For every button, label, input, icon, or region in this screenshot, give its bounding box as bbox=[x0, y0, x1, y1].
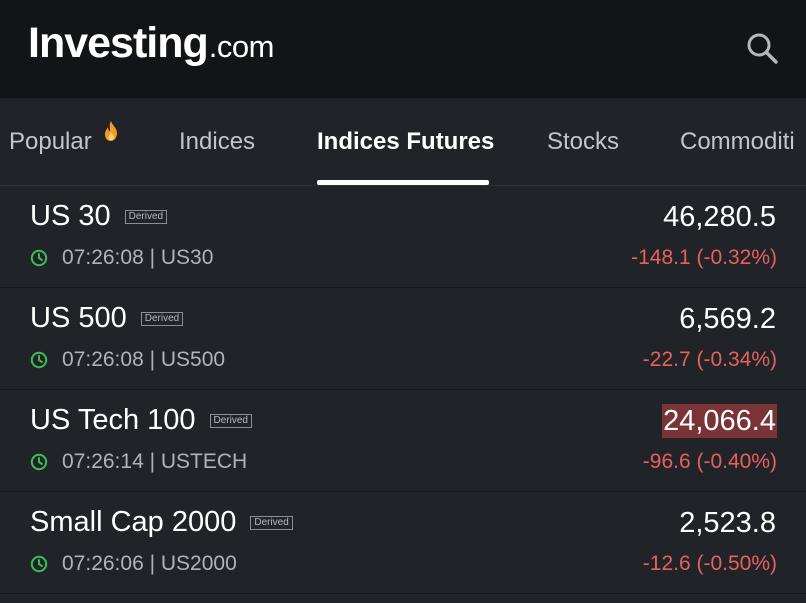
instrument-time-symbol: 07:26:06 | US2000 bbox=[62, 552, 237, 575]
instrument-row-us2000[interactable]: Small Cap 2000 Derived 07:26:06 | US2000… bbox=[0, 492, 806, 594]
derived-badge: Derived bbox=[140, 311, 184, 326]
clock-icon bbox=[30, 249, 48, 267]
logo-wordmark: Investing bbox=[28, 19, 209, 67]
tab-popular[interactable]: Popular bbox=[9, 128, 92, 155]
instrument-name: US Tech 100 bbox=[30, 404, 196, 436]
tab-indices[interactable]: Indices bbox=[179, 128, 256, 155]
category-tabs: Popular Indices Indices Futures Stocks C… bbox=[0, 98, 806, 186]
tab-stocks[interactable]: Stocks bbox=[547, 128, 620, 155]
instrument-row-us30[interactable]: US 30 Derived 07:26:08 | US30 46,280.5 -… bbox=[0, 186, 806, 288]
clock-icon bbox=[30, 453, 48, 471]
search-icon[interactable] bbox=[742, 28, 782, 68]
derived-badge: Derived bbox=[209, 413, 252, 428]
instrument-name: US 500 bbox=[30, 302, 127, 334]
investing-logo[interactable]: Investing .com bbox=[28, 22, 274, 65]
instrument-price: 24,066.4 bbox=[662, 404, 777, 438]
clock-icon bbox=[30, 555, 48, 573]
fire-icon bbox=[105, 121, 117, 141]
instrument-change: -96.6 (-0.40%) bbox=[642, 450, 777, 473]
derived-badge: Derived bbox=[124, 209, 168, 224]
tab-commodities[interactable]: Commoditi bbox=[680, 128, 795, 155]
instrument-time-symbol: 07:26:08 | US30 bbox=[62, 246, 214, 269]
active-tab-indicator bbox=[317, 180, 489, 185]
instrument-time-symbol: 07:26:08 | US500 bbox=[62, 348, 226, 371]
logo-domain: .com bbox=[208, 29, 275, 64]
instrument-row-us500[interactable]: US 500 Derived 07:26:08 | US500 6,569.2 … bbox=[0, 288, 806, 390]
instrument-price: 2,523.8 bbox=[679, 507, 776, 539]
instrument-name: US 30 bbox=[30, 200, 111, 232]
instrument-name: Small Cap 2000 bbox=[30, 506, 237, 538]
tab-indices-futures[interactable]: Indices Futures bbox=[317, 128, 495, 155]
derived-badge: Derived bbox=[250, 515, 293, 530]
instrument-change: -22.7 (-0.34%) bbox=[642, 348, 777, 371]
clock-icon bbox=[30, 351, 48, 369]
top-bar: Investing .com bbox=[0, 0, 806, 98]
instrument-change: -148.1 (-0.32%) bbox=[631, 246, 777, 269]
instrument-row-ustech[interactable]: US Tech 100 Derived 07:26:14 | USTECH 24… bbox=[0, 390, 806, 492]
instrument-price: 6,569.2 bbox=[679, 303, 776, 335]
instrument-price: 46,280.5 bbox=[663, 201, 776, 233]
instrument-change: -12.6 (-0.50%) bbox=[642, 552, 777, 575]
instrument-time-symbol: 07:26:14 | USTECH bbox=[62, 450, 248, 473]
